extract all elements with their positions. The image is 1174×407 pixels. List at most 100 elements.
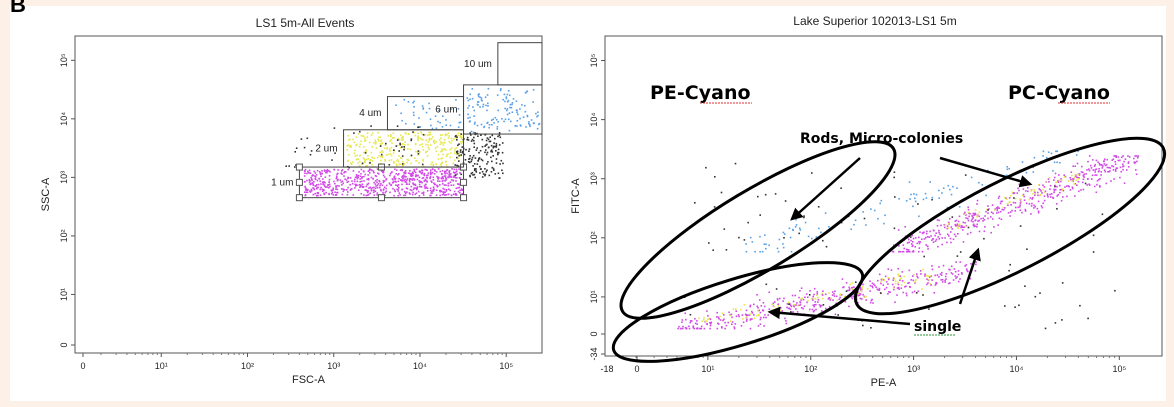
data-point bbox=[901, 250, 903, 253]
data-point bbox=[939, 273, 942, 275]
data-point bbox=[768, 291, 770, 294]
data-point bbox=[1087, 178, 1089, 180]
gate-handle[interactable] bbox=[295, 178, 303, 186]
data-point bbox=[441, 161, 444, 164]
data-point bbox=[445, 179, 447, 181]
data-point bbox=[424, 134, 426, 136]
data-point bbox=[1092, 169, 1095, 171]
data-point bbox=[425, 186, 428, 188]
data-point bbox=[456, 164, 458, 167]
data-point bbox=[450, 175, 452, 178]
data-point bbox=[694, 322, 697, 325]
data-point bbox=[354, 187, 356, 189]
data-point bbox=[934, 240, 937, 242]
data-point bbox=[322, 181, 325, 184]
data-point bbox=[853, 223, 855, 226]
data-point bbox=[373, 186, 375, 189]
data-point bbox=[1053, 179, 1055, 181]
data-point bbox=[408, 172, 411, 175]
data-point bbox=[919, 270, 922, 272]
data-point bbox=[899, 278, 902, 280]
data-point bbox=[385, 178, 388, 180]
data-point bbox=[847, 289, 849, 292]
data-point bbox=[777, 303, 779, 305]
data-point bbox=[946, 241, 948, 244]
data-point bbox=[450, 152, 452, 154]
data-point bbox=[976, 203, 978, 205]
data-point bbox=[840, 187, 842, 189]
data-point bbox=[310, 183, 312, 185]
data-point bbox=[700, 325, 703, 328]
data-point bbox=[501, 142, 504, 144]
data-point bbox=[1069, 189, 1072, 191]
data-point bbox=[792, 228, 794, 231]
data-point bbox=[415, 175, 417, 177]
data-point bbox=[1077, 177, 1079, 179]
data-point bbox=[900, 287, 903, 289]
data-point bbox=[1018, 183, 1021, 185]
gate-handle[interactable] bbox=[377, 194, 385, 202]
data-point bbox=[996, 209, 999, 212]
data-point bbox=[396, 159, 399, 161]
data-point bbox=[449, 173, 451, 175]
data-point bbox=[431, 168, 434, 170]
data-point bbox=[960, 226, 962, 229]
data-point bbox=[1090, 167, 1093, 169]
data-point bbox=[937, 245, 939, 248]
data-point bbox=[856, 297, 858, 299]
data-point bbox=[314, 178, 317, 181]
gate-handle[interactable] bbox=[295, 163, 303, 171]
data-point bbox=[1016, 192, 1019, 194]
data-point bbox=[370, 134, 373, 136]
data-point bbox=[1133, 161, 1136, 164]
data-point bbox=[304, 187, 307, 189]
data-point bbox=[417, 135, 419, 137]
gate-handle[interactable] bbox=[295, 194, 303, 202]
data-point bbox=[337, 178, 339, 181]
data-point bbox=[759, 250, 761, 253]
data-point bbox=[498, 144, 501, 146]
data-point bbox=[827, 298, 830, 300]
y-tick-label: 10⁵ bbox=[59, 53, 69, 67]
data-point bbox=[1061, 319, 1063, 321]
data-point bbox=[418, 183, 421, 186]
gate-handle[interactable] bbox=[460, 178, 468, 186]
data-point bbox=[719, 315, 721, 318]
data-point bbox=[802, 307, 804, 310]
data-point bbox=[965, 268, 968, 270]
data-point bbox=[446, 169, 449, 171]
data-point bbox=[822, 304, 825, 306]
data-point bbox=[468, 148, 471, 150]
data-point bbox=[410, 174, 413, 176]
data-point bbox=[913, 290, 916, 293]
data-point bbox=[824, 293, 827, 296]
data-point bbox=[408, 132, 410, 135]
data-point bbox=[304, 172, 306, 174]
data-point bbox=[731, 323, 733, 326]
data-point bbox=[405, 132, 407, 135]
data-point bbox=[380, 159, 382, 162]
data-point bbox=[1122, 168, 1124, 171]
data-point bbox=[322, 178, 324, 180]
data-point bbox=[978, 181, 980, 184]
data-point bbox=[682, 325, 684, 328]
data-point bbox=[452, 184, 455, 186]
gate-handle[interactable] bbox=[460, 194, 468, 202]
data-point bbox=[1072, 180, 1074, 182]
data-point bbox=[445, 194, 447, 196]
data-point bbox=[779, 297, 781, 300]
data-point bbox=[1134, 161, 1137, 164]
data-point bbox=[1053, 161, 1056, 164]
data-point bbox=[908, 181, 911, 183]
data-point bbox=[378, 173, 380, 175]
data-point bbox=[1088, 184, 1091, 186]
data-point bbox=[1091, 174, 1094, 177]
data-point bbox=[832, 299, 834, 301]
data-point bbox=[709, 318, 712, 321]
data-point bbox=[1021, 161, 1024, 163]
data-point bbox=[891, 283, 894, 286]
data-point bbox=[804, 296, 806, 299]
data-point bbox=[892, 287, 895, 289]
data-point bbox=[1009, 263, 1011, 266]
data-point bbox=[389, 153, 392, 155]
